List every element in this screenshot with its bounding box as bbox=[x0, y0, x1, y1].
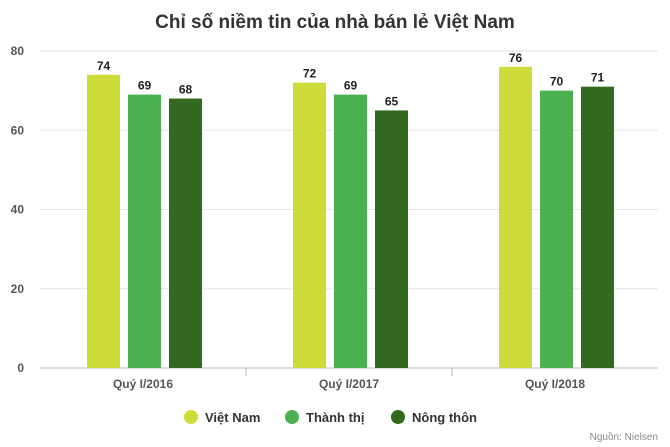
data-label: 69 bbox=[344, 79, 358, 93]
legend-marker bbox=[391, 410, 405, 424]
legend: Việt Nam Thành thị Nông thôn bbox=[184, 410, 477, 425]
x-tick-label: Quý I/2017 bbox=[319, 377, 379, 391]
data-label: 70 bbox=[550, 75, 564, 89]
data-label: 71 bbox=[591, 71, 605, 85]
y-tick-label: 40 bbox=[11, 203, 25, 217]
x-tick-label: Quý I/2016 bbox=[113, 377, 173, 391]
data-label: 72 bbox=[303, 67, 317, 81]
legend-marker bbox=[184, 410, 198, 424]
data-label: 76 bbox=[509, 51, 523, 65]
x-tick-label: Quý I/2018 bbox=[525, 377, 585, 391]
x-axis: Quý I/2016 Quý I/2017 Quý I/2018 bbox=[113, 368, 585, 391]
legend-label: Thành thị bbox=[306, 410, 365, 425]
source-note: Nguồn: Nielsen bbox=[590, 431, 658, 443]
legend-item: Việt Nam bbox=[184, 410, 260, 425]
data-label: 74 bbox=[97, 59, 111, 73]
y-tick-label: 60 bbox=[11, 123, 25, 137]
bar bbox=[293, 82, 326, 368]
legend-marker bbox=[285, 410, 299, 424]
y-axis: 0 20 40 60 80 bbox=[11, 44, 25, 375]
bar bbox=[334, 94, 367, 369]
bar bbox=[499, 66, 532, 368]
legend-label: Việt Nam bbox=[205, 410, 260, 425]
bar bbox=[87, 74, 120, 369]
data-label: 68 bbox=[179, 83, 193, 97]
y-tick-label: 80 bbox=[11, 44, 25, 58]
bar bbox=[128, 94, 161, 369]
y-tick-label: 20 bbox=[11, 282, 25, 296]
data-label: 65 bbox=[385, 94, 399, 108]
bars: 74 69 68 72 69 65 76 70 71 bbox=[87, 51, 614, 369]
bar bbox=[375, 110, 408, 368]
legend-item: Nông thôn bbox=[391, 410, 477, 425]
bar bbox=[540, 90, 573, 368]
legend-label: Nông thôn bbox=[412, 410, 477, 425]
bar bbox=[581, 86, 614, 368]
bar bbox=[169, 98, 202, 369]
legend-item: Thành thị bbox=[285, 410, 365, 425]
y-tick-label: 0 bbox=[17, 361, 24, 375]
data-label: 69 bbox=[138, 79, 152, 93]
chart-title: Chỉ số niềm tin của nhà bán lẻ Việt Nam bbox=[155, 12, 515, 33]
